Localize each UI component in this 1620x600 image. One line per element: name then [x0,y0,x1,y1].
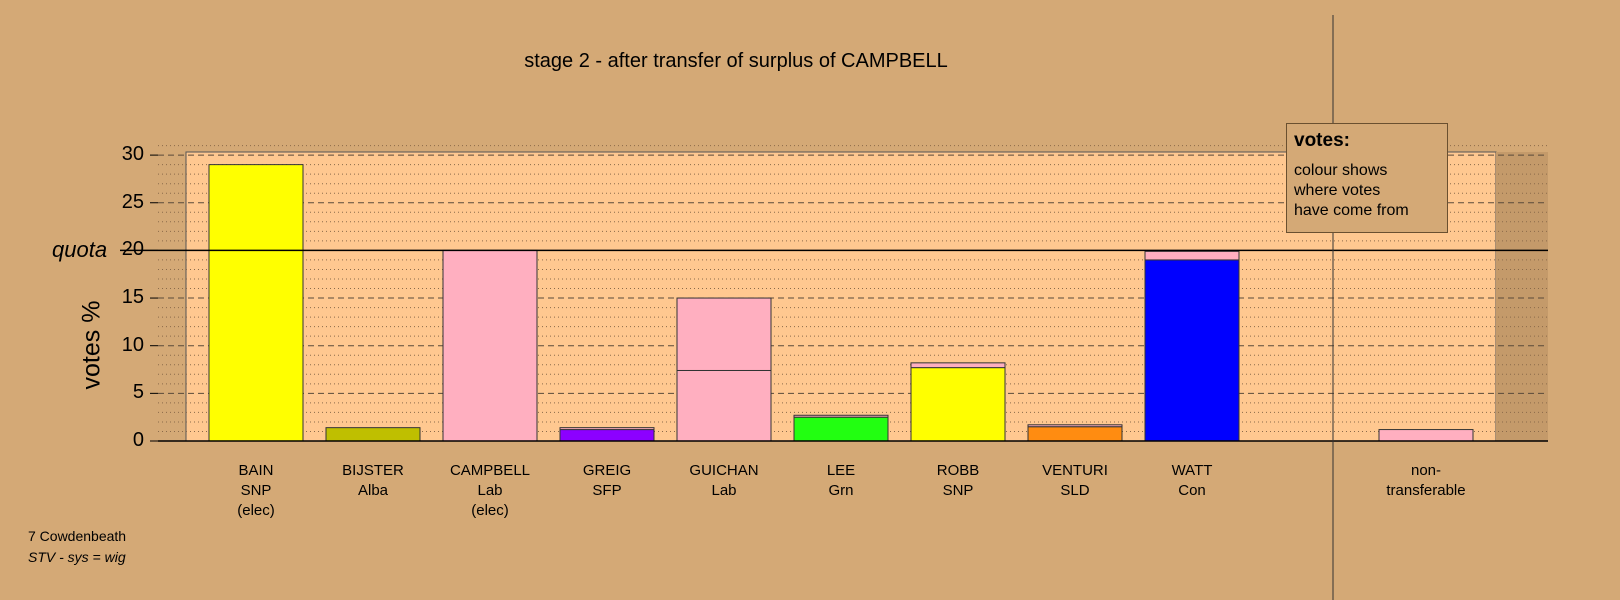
y-tick-label: 5 [132,381,144,404]
category-label: BIJSTER Alba [313,461,433,501]
legend-title: votes: [1294,130,1350,151]
category-label: ROBB SNP [898,461,1018,501]
category-label: non-transferable [1366,461,1486,501]
legend-line-2: where votes [1294,182,1381,199]
bar-segment-greig-0 [559,429,655,442]
y-tick-label: 25 [121,190,144,213]
y-tick-label: 15 [121,286,144,309]
legend-line-3: have come from [1294,202,1409,219]
bar-segment-watt-0 [1144,259,1240,442]
y-tick-label: 20 [121,238,144,261]
bar-segment-venturi-0 [1027,426,1123,442]
category-label: GREIG SFP [547,461,667,501]
category-name: non- [1410,462,1442,479]
y-tick-label: 10 [121,333,144,356]
category-label: LEE Grn [781,461,901,501]
bar-segment-guichan-0 [676,369,772,442]
category-name: GREIG [582,462,632,479]
bar-segment-robb-0 [910,367,1006,442]
constituency-label: 7 Cowdenbeath [28,528,127,544]
bar-segment-watt-1 [1144,250,1240,261]
category-label: WATT Con [1132,461,1252,501]
category-label: GUICHAN Lab [664,461,784,501]
legend-box: votes: colour shows where votes have com… [1286,123,1448,233]
category-party: Lab [477,482,503,499]
category-name: BIJSTER [342,462,404,479]
category-name: WATT [1171,462,1213,479]
system-label: STV - sys = wig [28,549,126,565]
category-party: transferable [1386,482,1466,499]
category-party: SLD [1060,482,1090,499]
category-name: VENTURI [1042,462,1108,479]
category-party: SFP [592,482,622,499]
bar-segment-bain-0 [208,164,304,442]
category-status: (elec) [237,502,275,519]
category-label: VENTURI SLD [1015,461,1135,501]
bar-segment-campbell-0 [442,249,538,442]
bar-segment-non-0 [1378,429,1474,442]
category-name: GUICHAN [689,462,759,479]
bar-segment-robb-1 [910,362,1006,369]
legend-line-1: colour shows [1294,162,1388,179]
plot-area [185,151,1497,442]
side-shade [1496,152,1548,441]
category-party: Con [1178,482,1206,499]
category-name: LEE [826,462,856,479]
bar-segment-guichan-1 [676,297,772,371]
bar-segment-bijster-0 [325,427,421,442]
y-tick-label: 30 [121,143,144,166]
category-party: SNP [942,482,974,499]
category-name: BAIN [238,462,274,479]
chart-title: stage 2 - after transfer of surplus of C… [524,50,948,72]
category-party: Alba [357,482,389,499]
bar-segment-greig-1 [559,427,655,431]
bar-segment-lee-0 [793,416,889,442]
category-party: Lab [711,482,737,499]
category-party: SNP [240,482,272,499]
category-label: CAMPBELL Lab (elec) [430,461,550,521]
category-party: Grn [828,482,854,499]
quota-label: quota [52,237,108,262]
category-name: ROBB [936,462,980,479]
bar-segment-lee-1 [793,414,889,418]
category-status: (elec) [471,502,509,519]
bar-segment-venturi-1 [1027,424,1123,428]
category-name: CAMPBELL [449,462,531,479]
y-tick-label: 0 [132,429,144,451]
category-label: BAIN SNP (elec) [196,461,316,521]
